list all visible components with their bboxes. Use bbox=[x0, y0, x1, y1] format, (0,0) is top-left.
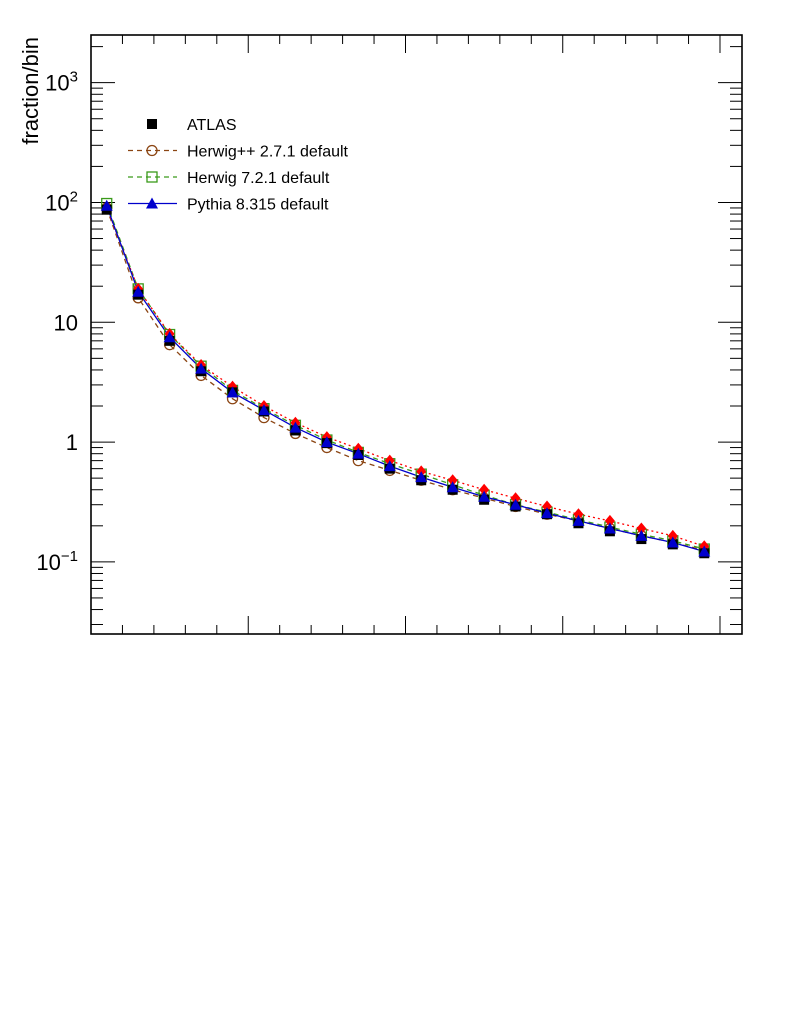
y-axis-label: fraction/bin bbox=[18, 37, 43, 145]
series-markers bbox=[100, 197, 711, 559]
data-point-series-4 bbox=[510, 492, 521, 505]
y-tick-label: 1 bbox=[66, 430, 78, 455]
data-point-series-3 bbox=[100, 199, 113, 211]
legend-marker-1 bbox=[146, 144, 158, 157]
data-point-series-3 bbox=[446, 481, 459, 493]
data-point-series-3 bbox=[132, 285, 145, 297]
data-point-series-3 bbox=[603, 522, 616, 534]
axis-ticks bbox=[90, 35, 742, 634]
legend-label-3: Pythia 8.315 default bbox=[187, 197, 329, 214]
data-point-series-3 bbox=[415, 471, 428, 483]
data-point-series-3 bbox=[352, 447, 365, 459]
data-point-series-3 bbox=[226, 386, 239, 398]
legend-label-2: Herwig 7.2.1 default bbox=[187, 170, 330, 187]
data-point-series-4 bbox=[604, 514, 615, 527]
legend-label-1: Herwig++ 2.7.1 default bbox=[187, 144, 349, 161]
legend-marker-0 bbox=[147, 119, 157, 129]
data-point-series-4 bbox=[573, 508, 584, 521]
plot-frame bbox=[90, 34, 743, 635]
y-tick-label: 103 bbox=[45, 69, 78, 96]
legend-label-0: ATLAS bbox=[187, 117, 237, 134]
data-point-series-3 bbox=[698, 545, 711, 557]
data-point-series-4 bbox=[667, 529, 678, 542]
data-point-series-3 bbox=[383, 460, 396, 472]
data-point-series-3 bbox=[195, 362, 208, 374]
series-line-3 bbox=[106, 205, 705, 553]
data-point-series-3 bbox=[478, 490, 491, 502]
data-point-series-3 bbox=[163, 331, 176, 343]
series-line-1 bbox=[106, 207, 705, 551]
data-point-series-3 bbox=[289, 421, 302, 433]
data-point-series-3 bbox=[635, 529, 648, 541]
y-tick-label: 10 bbox=[54, 310, 78, 335]
data-point-series-3 bbox=[666, 536, 679, 548]
series-line-4 bbox=[106, 207, 705, 547]
data-point-series-3 bbox=[572, 514, 585, 526]
data-point-series-4 bbox=[479, 483, 490, 496]
legend-marker-3 bbox=[146, 197, 158, 209]
data-point-series-3 bbox=[320, 436, 333, 448]
y-tick-label: 102 bbox=[45, 188, 78, 215]
data-point-series-3 bbox=[257, 404, 270, 416]
data-point-series-4 bbox=[636, 522, 647, 535]
data-point-series-4 bbox=[447, 474, 458, 487]
y-tick-label: 10−1 bbox=[36, 548, 78, 575]
data-point-series-3 bbox=[541, 507, 554, 519]
legend: ATLAS Herwig++ 2.7.1 default Herwig 7.2.1 … bbox=[128, 117, 349, 214]
data-point-series-3 bbox=[509, 498, 522, 510]
legend-marker-2 bbox=[146, 171, 158, 183]
